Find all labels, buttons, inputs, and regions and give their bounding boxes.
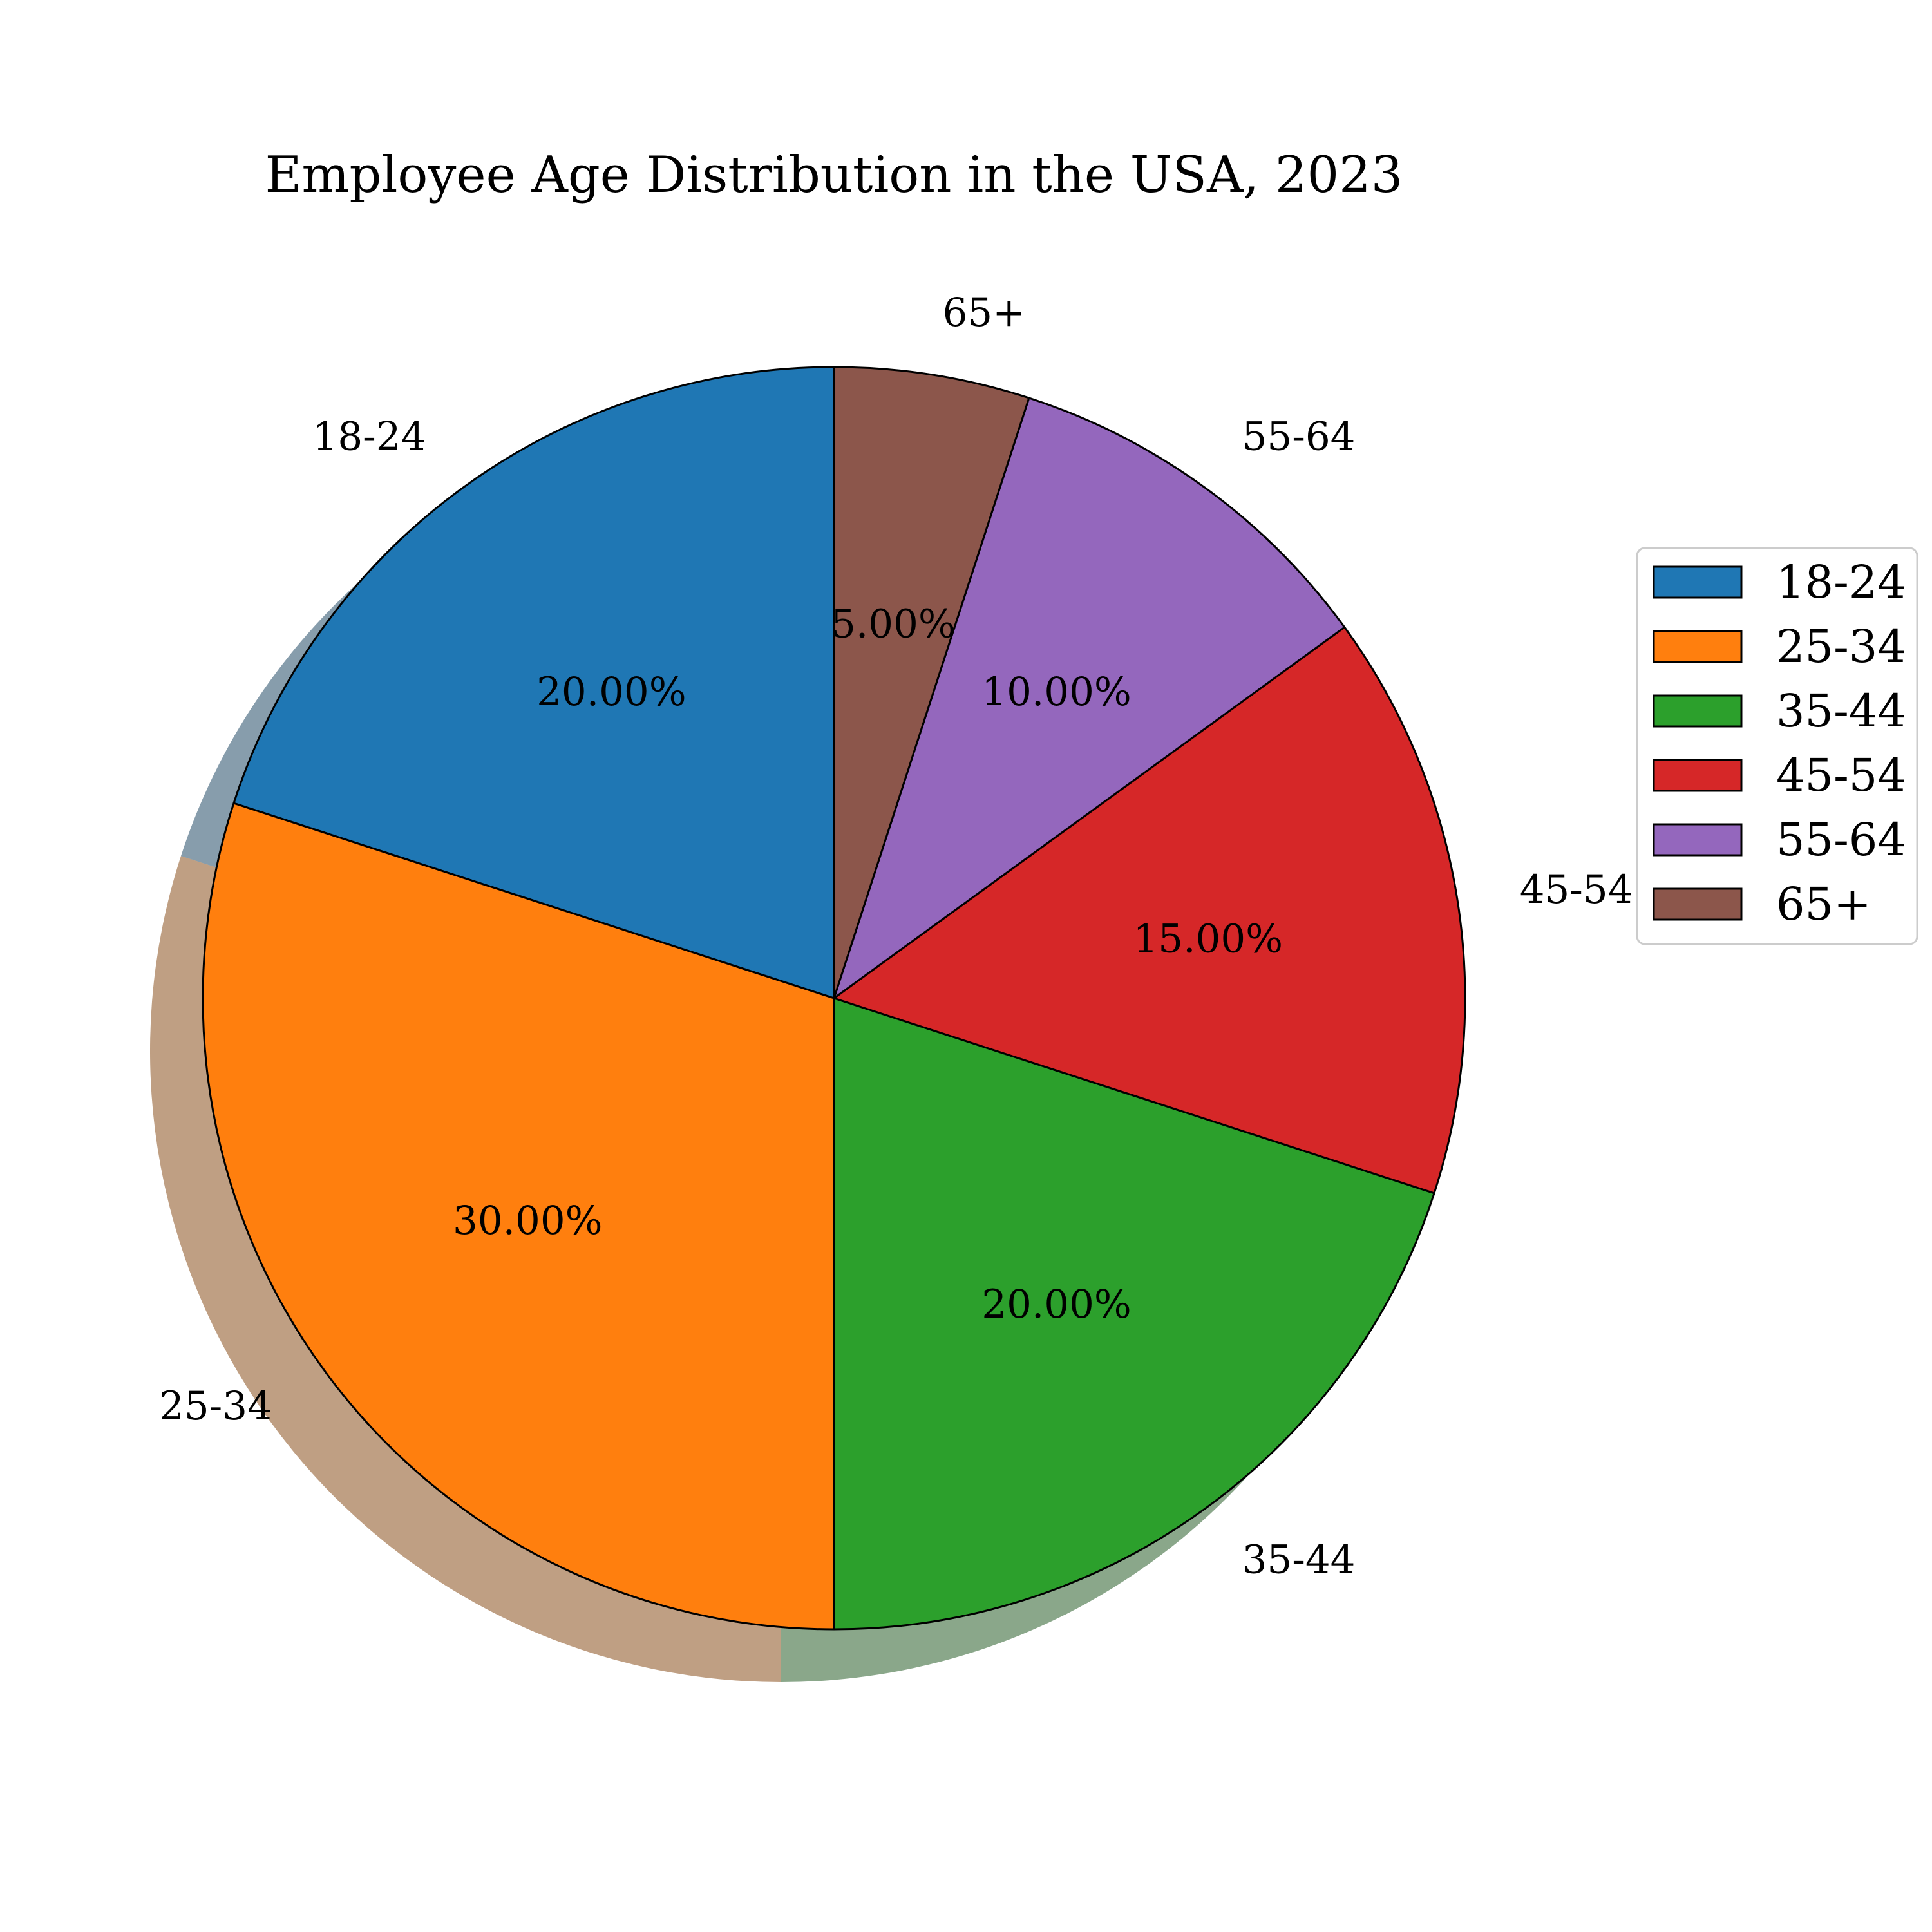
slice-label-18-24: 18-24 — [313, 413, 426, 459]
slice-label-25-34: 25-34 — [159, 1383, 272, 1429]
slice-label-35-44: 35-44 — [1242, 1537, 1356, 1583]
slice-label-65plus: 65+ — [943, 290, 1026, 336]
legend-swatch-55-64 — [1653, 823, 1743, 857]
legend-swatch-25-34 — [1653, 630, 1743, 663]
pct-label-35-44: 20.00% — [981, 1282, 1132, 1327]
legend-swatch-45-54 — [1653, 759, 1743, 792]
legend-label-55-64: 55-64 — [1776, 813, 1906, 866]
pct-label-45-54: 15.00% — [1133, 916, 1283, 962]
slice-35-44 — [833, 997, 1435, 1631]
pct-label-65plus: 5.00% — [831, 601, 956, 647]
slice-label-55-64: 55-64 — [1242, 413, 1356, 459]
slice-labels: 18-24 25-34 35-44 45-54 55-64 65+ — [159, 290, 1633, 1583]
pct-label-18-24: 20.00% — [536, 669, 687, 715]
legend: 18-24 25-34 35-44 45-54 55-64 65+ — [1636, 547, 1918, 945]
legend-label-35-44: 35-44 — [1776, 685, 1906, 737]
legend-label-18-24: 18-24 — [1776, 556, 1906, 609]
slice-18-24 — [232, 366, 835, 999]
legend-swatch-35-44 — [1653, 694, 1743, 728]
pie-slices — [202, 366, 1466, 1631]
percentage-labels: 20.00% 30.00% 20.00% 15.00% 10.00% 5.00% — [453, 601, 1283, 1327]
slice-25-34 — [202, 802, 835, 1631]
pct-label-55-64: 10.00% — [981, 669, 1132, 715]
legend-items: 18-24 25-34 35-44 45-54 55-64 65+ — [1653, 556, 1906, 931]
slice-55-64 — [833, 397, 1346, 999]
legend-label-65plus: 65+ — [1776, 878, 1871, 931]
slice-65plus — [833, 366, 1030, 999]
legend-swatch-65plus — [1653, 887, 1743, 921]
slice-label-45-54: 45-54 — [1520, 867, 1633, 913]
legend-label-25-34: 25-34 — [1776, 620, 1906, 673]
chart-title: Employee Age Distribution in the USA, 20… — [265, 146, 1403, 204]
legend-swatch-18-24 — [1653, 565, 1743, 599]
pct-label-25-34: 30.00% — [453, 1198, 603, 1244]
slice-45-54 — [833, 626, 1466, 1195]
legend-label-45-54: 45-54 — [1776, 749, 1906, 802]
